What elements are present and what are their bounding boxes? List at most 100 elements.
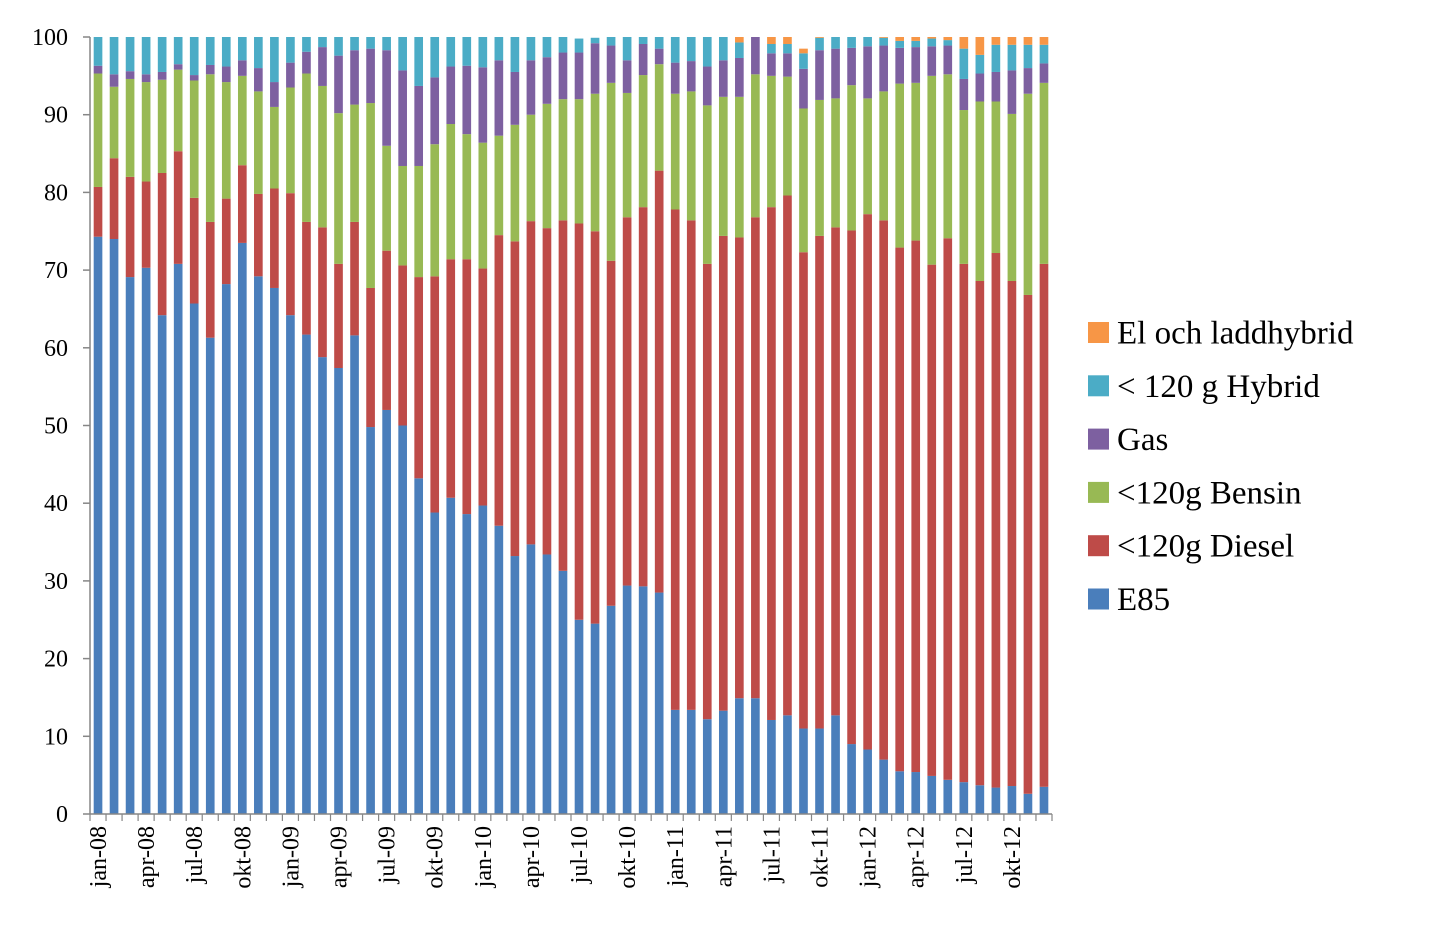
- bar-segment-120g-bensin-feb-10: [494, 135, 504, 236]
- bar-segment-120-g-hybrid-feb-09: [302, 37, 311, 52]
- bar-segment-120g-bensin-feb-11: [686, 91, 696, 221]
- bar-segment-120g-diesel-nov-11: [831, 227, 840, 716]
- bar-segment-120g-bensin-mar-09: [318, 85, 327, 228]
- bar-segment-120-g-hybrid-okt-08: [237, 37, 247, 61]
- bar-segment-gas-nov-12: [1023, 68, 1033, 94]
- bar-segment-gas-apr-10: [526, 60, 536, 115]
- bar-segment-e85-apr-09: [334, 368, 343, 814]
- bar-segment-120-g-hybrid-jun-10: [558, 37, 568, 53]
- bar-segment-e85-maj-10: [542, 554, 552, 814]
- bar-segment-120-g-hybrid-feb-08: [109, 37, 119, 75]
- x-tick-label: apr-09: [327, 826, 353, 888]
- bar-segment-gas-jun-11: [751, 37, 760, 75]
- bar-segment-e85-nov-10: [638, 586, 648, 814]
- bar-segment-120-g-hybrid-aug-12: [975, 54, 985, 74]
- bar-segment-120g-diesel-jan-12: [863, 214, 872, 750]
- bar-segment-120-g-hybrid-maj-09: [350, 37, 359, 51]
- legend-label-el-och-laddhybrid: El och laddhybrid: [1117, 316, 1354, 352]
- bar-segment-120g-bensin-sep-08: [221, 82, 231, 199]
- bar-segment-120-g-hybrid-jun-09: [366, 37, 375, 49]
- bar-segment-120-g-hybrid-apr-09: [334, 37, 343, 56]
- bar-segment-e85-apr-10: [526, 544, 536, 814]
- bar-segment-gas-jun-08: [173, 64, 183, 70]
- bar-segment-gas-apr-11: [718, 60, 728, 97]
- bar-segment-120g-diesel-jun-12: [943, 238, 953, 780]
- bar-segment-120g-bensin-jul-08: [189, 80, 199, 198]
- bar-segment-120g-diesel-feb-11: [686, 220, 696, 710]
- legend-swatch-e85: [1088, 588, 1109, 610]
- bar-segment-120-g-hybrid-jan-12: [863, 37, 872, 47]
- bar-segment-120g-diesel-jul-12: [959, 263, 969, 783]
- bar-segment-e85-aug-09: [398, 425, 407, 814]
- bar-segment-120g-bensin-dec-08: [270, 106, 279, 189]
- bar-segment-120g-diesel-sep-12: [991, 253, 1001, 788]
- bar-segment-gas-okt-09: [430, 77, 440, 145]
- bar-segment-120-g-hybrid-apr-10: [526, 37, 536, 61]
- bar-segment-e85-sep-08: [221, 284, 231, 815]
- bar-segment-120g-diesel-mar-11: [702, 263, 712, 720]
- bar-segment-120g-bensin-jul-11: [767, 75, 776, 208]
- bar-segment-120g-diesel-nov-08: [254, 193, 263, 277]
- bar-segment-e85-feb-10: [494, 525, 504, 814]
- bar-segment-e85-apr-12: [911, 772, 921, 814]
- bar-segment-el-och-laddhybrid-aug-12: [975, 37, 985, 55]
- bar-segment-gas-apr-08: [141, 74, 151, 83]
- bar-segment-gas-maj-11: [735, 57, 744, 97]
- bar-segment-gas-nov-11: [831, 48, 840, 99]
- x-tick-label: jul-08: [182, 826, 208, 884]
- bar-segment-120-g-hybrid-jul-08: [189, 37, 199, 76]
- x-tick-label: okt-11: [808, 826, 834, 888]
- bar-segment-120g-bensin-dec-11: [847, 85, 856, 231]
- y-tick-label: 30: [44, 569, 68, 595]
- legend-swatch-gas: [1088, 428, 1109, 450]
- bar-segment-gas-okt-10: [622, 60, 632, 93]
- bar-segment-120g-diesel-mar-08: [125, 176, 135, 278]
- bar-segment-el-och-laddhybrid-sep-12: [991, 37, 1001, 45]
- bar-segment-120g-bensin-jul-12: [959, 110, 969, 264]
- bar-segment-120g-diesel-jan-10: [478, 268, 488, 506]
- bar-segment-gas-sep-10: [606, 45, 616, 83]
- bar-segment-120g-bensin-aug-08: [205, 74, 215, 222]
- bar-segment-120g-diesel-nov-09: [446, 259, 456, 498]
- bar-segment-120-g-hybrid-jul-10: [574, 38, 584, 53]
- bar-segment-e85-feb-09: [302, 334, 311, 814]
- bar-segment-120g-bensin-jan-12: [863, 98, 872, 215]
- bar-segment-120-g-hybrid-dec-10: [654, 37, 664, 49]
- bar-segment-120g-bensin-feb-08: [109, 86, 119, 159]
- bar-segment-120g-diesel-apr-12: [911, 240, 921, 773]
- bar-segment-120g-diesel-apr-08: [141, 181, 151, 268]
- bar-segment-120-g-hybrid-mar-11: [702, 37, 712, 67]
- bar-segment-el-och-laddhybrid-maj-12: [927, 37, 937, 39]
- x-tick-label: jan-10: [471, 826, 497, 888]
- x-tick-label: jul-11: [759, 826, 785, 883]
- bar-segment-120g-diesel-aug-08: [205, 221, 215, 338]
- bar-segment-gas-aug-10: [590, 43, 600, 94]
- bar-segment-120-g-hybrid-nov-10: [638, 37, 648, 44]
- bar-segment-120g-bensin-nov-10: [638, 75, 648, 208]
- bar-segment-120-g-hybrid-sep-12: [991, 44, 1001, 72]
- y-tick-label: 50: [44, 414, 68, 440]
- bar-segment-120-g-hybrid-aug-08: [205, 37, 215, 65]
- bar-segment-gas-dec-11: [847, 47, 856, 86]
- bar-segment-120g-bensin-sep-09: [414, 165, 424, 278]
- bar-segment-e85-jun-09: [366, 427, 375, 814]
- bar-segment-e85-okt-12: [1007, 786, 1017, 814]
- bar-segment-120g-diesel-jul-10: [574, 223, 584, 620]
- x-tick-label: jan-08: [86, 826, 112, 888]
- bar-segment-120-g-hybrid-maj-11: [735, 42, 744, 58]
- bar-segment-120-g-hybrid-sep-10: [606, 37, 616, 46]
- bar-segment-e85-jan-10: [478, 505, 488, 814]
- bar-segment-gas-maj-10: [542, 57, 552, 104]
- y-tick-label: 100: [32, 25, 68, 51]
- bar-segment-el-och-laddhybrid-feb-12: [879, 37, 888, 38]
- bar-segment-120g-bensin-jul-09: [382, 145, 391, 251]
- bar-segment-120g-bensin-feb-12: [879, 91, 888, 221]
- bar-segment-120g-diesel-okt-08: [237, 165, 247, 243]
- bar-segment-120g-bensin-jan-09: [286, 87, 295, 194]
- bar-segment-120g-bensin-jun-12: [943, 74, 953, 239]
- bar-segment-e85-jul-10: [574, 619, 584, 814]
- bar-segment-gas-mar-12: [895, 47, 905, 84]
- bar-segment-gas-aug-12: [975, 73, 985, 102]
- bar-segment-120-g-hybrid-jan-10: [478, 37, 488, 68]
- bar-segment-e85-maj-12: [927, 775, 937, 814]
